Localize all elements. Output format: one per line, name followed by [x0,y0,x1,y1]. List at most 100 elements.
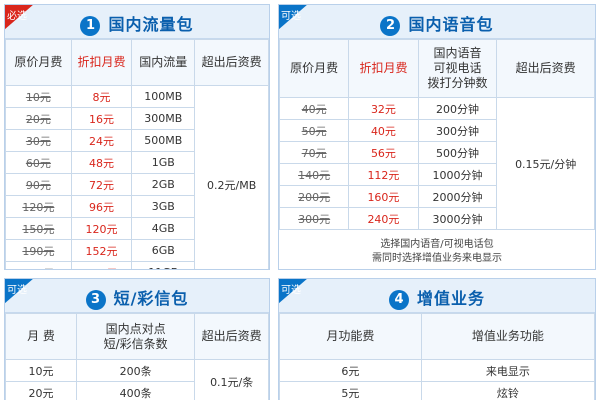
monthly-fee: 6元 [279,359,422,382]
data-amount: 500MB [131,129,196,152]
original-price: 200元 [279,185,350,208]
monthly-fee: 5元 [279,381,422,400]
minutes-amount: 2000分钟 [417,185,498,208]
overage-rate: 0.1元/条 [194,359,269,400]
badge-corner [5,5,34,30]
title-text: 增值业务 [416,289,485,308]
discount-price: 160元 [348,185,419,208]
title-text: 短/彩信包 [113,289,189,308]
title-text: 国内语音包 [408,15,494,34]
original-price: 190元 [5,239,72,262]
data-package-panel: 必选 1 国内流量包 原价月费 折扣月费 国内流量 超出后资费 10元 8元 100M… [4,4,270,270]
panel-title: 2 国内语音包 [279,11,595,36]
optional-badge: 可选 [7,285,27,296]
panel-header: 可选 4 增值业务 [279,279,595,313]
note-line: 需同时选择增值业务来电显示 [372,253,502,264]
data-amount: 3GB [131,195,196,218]
title-text: 国内流量包 [108,15,194,34]
data-amount: 11GB [131,261,196,269]
panel-title: 3 短/彩信包 [5,285,269,310]
table-body: 6元 来电显示 5元 炫铃 [279,359,595,400]
original-price: 150元 [5,217,72,240]
voice-package-panel: 可选 2 国内语音包 原价月费 折扣月费 国内语音 可视电话 拨打分钟数 超出后资费 … [278,4,596,270]
table-row: 10元 8元 100MB 0.2元/MB [5,85,269,269]
minutes-amount: 300分钟 [417,119,498,142]
sms-amount: 400条 [75,381,196,400]
col-header: 原价月费 [5,39,72,86]
original-price: 30元 [5,129,72,152]
table-row: 300元 240元 3000分钟 [279,207,595,230]
data-amount: 300MB [131,107,196,130]
data-amount: 1GB [131,151,196,174]
original-price: 50元 [279,119,350,142]
number-icon: 3 [85,290,106,310]
original-price: 70元 [279,141,350,164]
overage-rate: 0.2元/MB [194,85,269,269]
panel-header: 必选 1 国内流量包 [5,5,269,39]
sms-package-panel: 可选 3 短/彩信包 月 费 国内点对点 短/彩信条数 超出后资费 10元 200条 0… [4,278,270,400]
original-price: 10元 [5,85,72,108]
badge-corner [279,5,308,30]
minutes-amount: 1000分钟 [417,163,498,186]
monthly-fee: 10元 [5,359,77,382]
feature-name: 来电显示 [420,359,595,382]
col-header: 超出后资费 [496,39,595,98]
table-row: 200元 160元 2000分钟 [279,185,595,208]
data-amount: 4GB [131,217,196,240]
badge-corner [279,279,308,304]
col-header: 月功能费 [279,313,422,360]
value-added-panel: 可选 4 增值业务 月功能费 增值业务功能 6元 来电显示 5元 炫铃 [278,278,596,400]
table-row: 190元 152元 6GB [5,239,269,262]
discount-price: 152元 [70,239,133,262]
table-row: 50元 40元 300分钟 [279,119,595,142]
number-icon: 1 [80,16,101,36]
data-amount: 2GB [131,173,196,196]
value-added-table: 月功能费 增值业务功能 6元 来电显示 5元 炫铃 [279,313,595,400]
discount-price: 120元 [70,217,133,240]
monthly-fee: 20元 [5,381,77,400]
col-header: 国内点对点 短/彩信条数 [75,313,196,360]
table-row: 10元 200条 0.1元/条 [5,359,269,400]
minutes-amount: 3000分钟 [417,207,498,230]
discount-price: 40元 [348,119,419,142]
discount-price: 48元 [70,151,133,174]
original-price: 120元 [5,195,72,218]
number-icon: 4 [388,290,409,310]
discount-price: 56元 [348,141,419,164]
original-price: 60元 [5,151,72,174]
table-row: 5元 炫铃 [279,381,595,400]
panel-title: 1 国内流量包 [5,11,269,36]
table-row: 60元 48元 1GB [5,151,269,174]
col-header: 原价月费 [279,39,350,98]
col-header: 月 费 [5,313,77,360]
table-row: 20元 400条 [5,381,269,400]
minutes-amount: 200分钟 [417,97,498,120]
table-row: 290元232元11GB [5,261,269,269]
col-header: 折扣月费 [348,39,419,98]
col-header: 超出后资费 [194,39,269,86]
sms-amount: 200条 [75,359,196,382]
panel-title: 4 增值业务 [279,285,595,310]
optional-badge: 可选 [281,285,301,296]
table-row: 90元 72元 2GB [5,173,269,196]
table-row: 6元 来电显示 [279,359,595,382]
data-package-table: 原价月费 折扣月费 国内流量 超出后资费 10元 8元 100MB 0.2元/MB 20… [5,39,269,269]
original-price: 40元 [279,97,350,120]
discount-price: 24元 [70,129,133,152]
col-header: 增值业务功能 [420,313,595,360]
required-badge: 必选 [7,11,27,22]
note-line: 选择国内语音/可视电话包 [380,239,494,250]
original-price: 290元 [5,261,72,269]
minutes-amount: 500分钟 [417,141,498,164]
col-header: 国内流量 [131,39,196,86]
discount-price: 32元 [348,97,419,120]
data-amount: 6GB [131,239,196,262]
original-price: 90元 [5,173,72,196]
original-price: 300元 [279,207,350,230]
feature-name: 炫铃 [420,381,595,400]
table-body: 10元 200条 0.1元/条 20元 400条 [5,359,269,400]
original-price: 20元 [5,107,72,130]
discount-price: 16元 [70,107,133,130]
discount-price: 8元 [70,85,133,108]
table-body: 10元 8元 100MB 0.2元/MB 20元 16元 300MB 30元 24元 500MB 6… [5,85,269,269]
